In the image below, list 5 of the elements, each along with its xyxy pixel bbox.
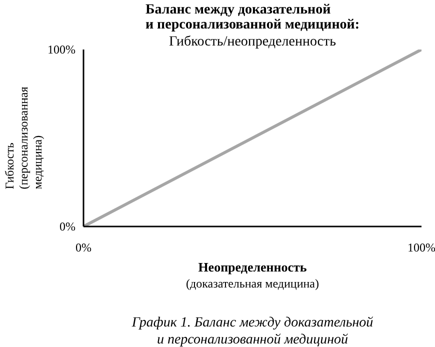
y-axis-title: Гибкость (персонализованная медицина) <box>2 86 44 190</box>
chart-title: Баланс между доказательной и персонализованной медициной: <box>145 2 360 32</box>
chart-subtitle: Гибкость/неопределенность <box>168 34 336 50</box>
x-axis-title: Неопределенность (доказательная медицина) <box>186 260 320 290</box>
text: График 1. Баланс между доказательной и персонализованной медициной <box>130 316 374 347</box>
